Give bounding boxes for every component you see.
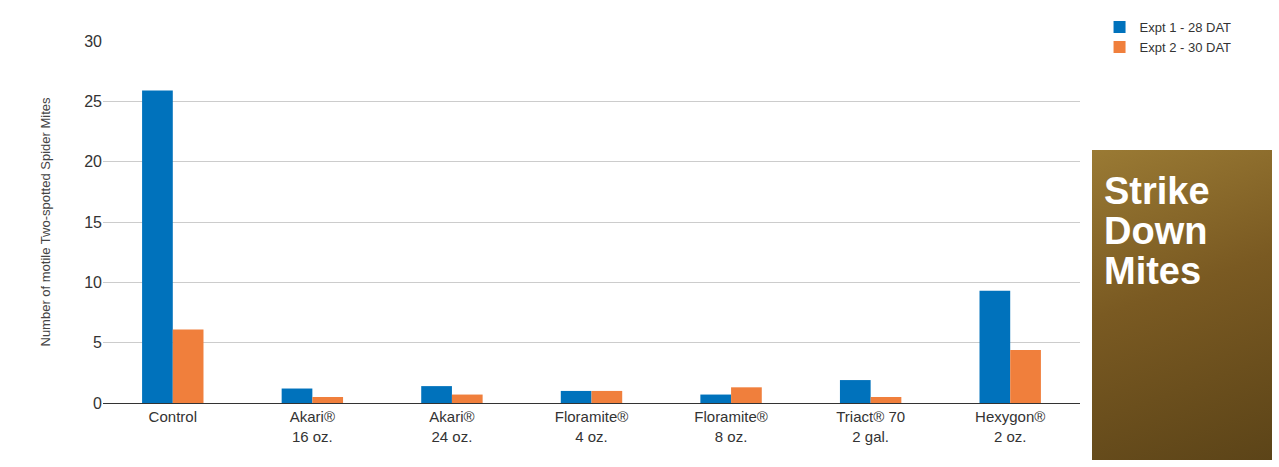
svg-text:Control: Control (149, 408, 197, 425)
html-text:Mites: Mites (1104, 249, 1202, 292)
svg-text:20: 20 (84, 153, 102, 170)
svg-text:Akari®24 oz.: Akari®24 oz. (429, 408, 474, 445)
html-text:Strike: Strike (1104, 170, 1210, 212)
svg-text:Number of motile Two-spotted S: Number of motile Two-spotted Spider Mite… (38, 97, 53, 347)
svg-text:25: 25 (84, 93, 102, 110)
svg-text:Akari®16 oz.: Akari®16 oz. (290, 408, 335, 445)
svg-text:Floramite®4 oz.: Floramite®4 oz. (555, 408, 629, 445)
svg-text:Floramite®8 oz.: Floramite®8 oz. (694, 408, 768, 445)
svg-text:Triact® 702 gal.: Triact® 702 gal. (836, 408, 905, 445)
svg-text:Hexygon®2 oz.: Hexygon®2 oz. (975, 408, 1045, 445)
svg-text:Expt 1 - 28 DAT: Expt 1 - 28 DAT (1140, 20, 1232, 35)
svg-text:5: 5 (93, 334, 102, 351)
svg-text:0: 0 (93, 395, 102, 412)
svg-text:10: 10 (84, 274, 102, 291)
svg-text:30: 30 (84, 33, 102, 50)
html-text:Down: Down (1104, 209, 1208, 252)
svg-text:Expt 2 - 30 DAT: Expt 2 - 30 DAT (1140, 40, 1232, 55)
svg-text:15: 15 (84, 214, 102, 231)
